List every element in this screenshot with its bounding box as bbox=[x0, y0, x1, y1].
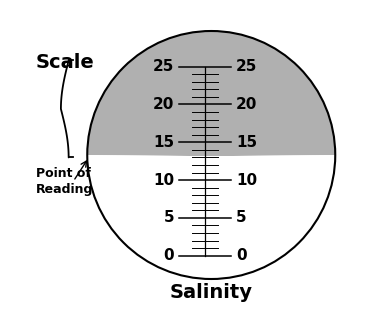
Text: 20: 20 bbox=[236, 97, 258, 112]
Text: 10: 10 bbox=[153, 173, 174, 188]
Text: 15: 15 bbox=[153, 135, 174, 150]
Text: Point of
Reading: Point of Reading bbox=[36, 167, 94, 197]
Text: 20: 20 bbox=[153, 97, 174, 112]
Text: Scale: Scale bbox=[36, 52, 95, 72]
Text: Salinity: Salinity bbox=[170, 283, 253, 303]
Text: 0: 0 bbox=[236, 248, 247, 263]
Text: 25: 25 bbox=[153, 59, 174, 74]
Text: 25: 25 bbox=[236, 59, 258, 74]
Text: 15: 15 bbox=[236, 135, 257, 150]
Text: 5: 5 bbox=[236, 210, 247, 225]
Text: 5: 5 bbox=[164, 210, 174, 225]
Text: 0: 0 bbox=[164, 248, 174, 263]
Polygon shape bbox=[87, 31, 335, 157]
Polygon shape bbox=[87, 155, 335, 279]
Text: 10: 10 bbox=[236, 173, 257, 188]
